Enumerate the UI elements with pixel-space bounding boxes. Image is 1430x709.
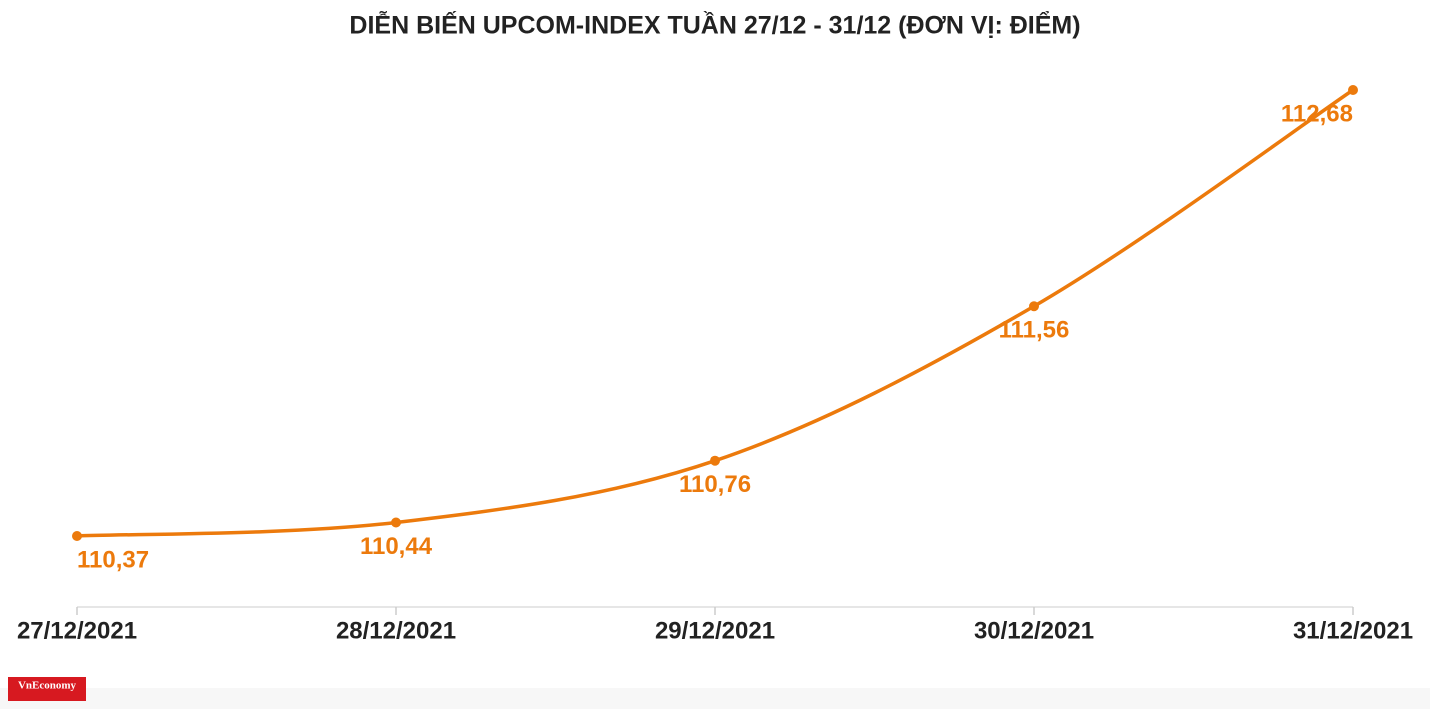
- x-tick-label: 27/12/2021: [17, 617, 137, 644]
- point: [391, 517, 401, 528]
- value-label: 110,76: [679, 471, 751, 498]
- value-label: 110,44: [360, 533, 433, 560]
- value-label: 111,56: [999, 317, 1070, 344]
- x-tick-label: 31/12/2021: [1293, 617, 1413, 644]
- logo: VnEconomy: [18, 680, 77, 692]
- footer-band: [0, 688, 1430, 709]
- line: [76, 88, 1354, 538]
- value-label: 112,68: [1281, 100, 1353, 127]
- value-label: 110,37: [77, 546, 149, 573]
- x-tick-label: 29/12/2021: [655, 617, 775, 644]
- x-tick-label: 30/12/2021: [974, 617, 1094, 644]
- chart-title: DIỄN BIẾN UPCOM-INDEX TUẦN 27/12 - 31/12…: [349, 10, 1080, 40]
- point: [1029, 301, 1039, 312]
- logo-box: [8, 677, 86, 701]
- x-tick-label: 28/12/2021: [336, 617, 456, 644]
- point: [1348, 85, 1358, 95]
- point: [710, 455, 720, 466]
- point: [72, 531, 82, 541]
